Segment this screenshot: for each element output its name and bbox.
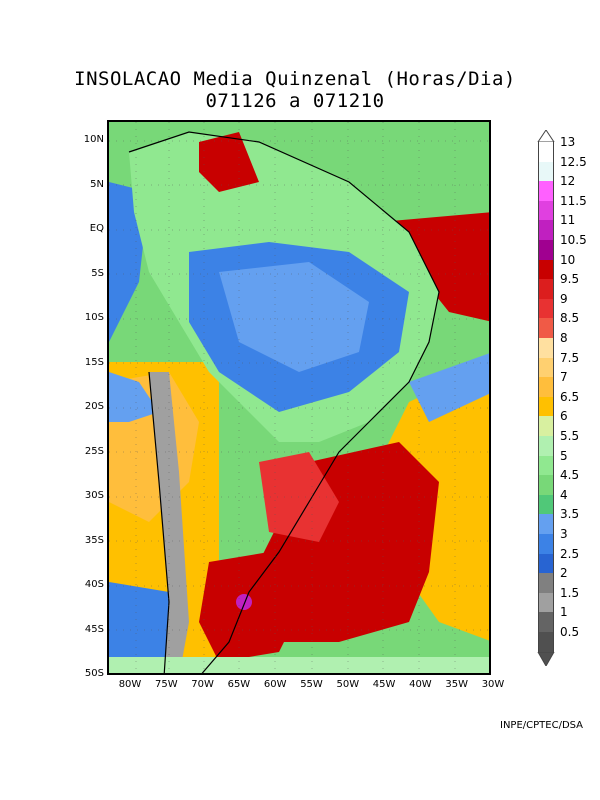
legend-color-box bbox=[538, 592, 554, 613]
legend-color-box bbox=[538, 632, 554, 652]
legend-value-label: 1 bbox=[560, 605, 568, 620]
legend-color-box bbox=[538, 475, 554, 495]
latitude-tick-label: 5N bbox=[90, 178, 104, 190]
legend-color-box bbox=[538, 220, 554, 240]
south-strip bbox=[109, 657, 489, 673]
longitude-tick-label: 30W bbox=[481, 679, 505, 690]
atlantic-cloud-band bbox=[409, 353, 489, 422]
longitude-tick-label: 65W bbox=[227, 679, 251, 690]
longitude-tick-label: 45W bbox=[372, 679, 396, 690]
legend-color-box bbox=[538, 436, 554, 456]
legend-value-label: 12 bbox=[560, 174, 576, 189]
legend-color-box bbox=[538, 553, 554, 574]
coastline bbox=[128, 131, 440, 673]
legend-value-label: 10.5 bbox=[560, 233, 587, 247]
legend-value-label: 3.5 bbox=[560, 507, 580, 522]
longitude-tick-label: 55W bbox=[300, 679, 323, 690]
legend-color-box bbox=[538, 259, 554, 280]
legend-value-label: 9 bbox=[560, 291, 568, 306]
legend-value-label: 8 bbox=[560, 331, 568, 345]
legend-color-box bbox=[538, 494, 554, 515]
longitude-tick-label: 60W bbox=[263, 679, 287, 690]
legend-color-box bbox=[538, 377, 554, 397]
legend-color-box bbox=[538, 181, 554, 201]
legend-color-box bbox=[538, 534, 554, 554]
legend-value-label: 3 bbox=[560, 527, 568, 541]
map-title: INSOLACAO Media Quinzenal (Horas/Dia) bbox=[74, 68, 516, 90]
north-coast-sunny bbox=[199, 132, 259, 192]
latitude-tick-label: 45S bbox=[84, 623, 104, 635]
legend-value-label: 10 bbox=[560, 252, 576, 267]
legend-color-box bbox=[538, 142, 554, 162]
latitude-tick-label: 20S bbox=[84, 401, 104, 412]
legend-value-label: 2.5 bbox=[560, 546, 580, 561]
legend-value-label: 13 bbox=[560, 135, 576, 149]
legend-value-label: 7.5 bbox=[560, 350, 580, 365]
legend-value-label: 5.5 bbox=[560, 429, 580, 443]
legend-value-label: 11.5 bbox=[560, 193, 587, 208]
legend-value-label: 8.5 bbox=[560, 311, 580, 326]
legend-color-box bbox=[538, 298, 554, 319]
legend-color-box bbox=[538, 514, 554, 534]
latitude-tick-label: 50S bbox=[84, 668, 104, 679]
latitude-tick-label: 40S bbox=[84, 579, 104, 590]
map-date-range: 071126 a 071210 bbox=[205, 90, 385, 112]
legend-value-label: 7 bbox=[560, 370, 568, 385]
patagonia-sunny bbox=[199, 552, 309, 662]
legend-value-label: 9.5 bbox=[560, 272, 580, 287]
max-insolation-spot bbox=[236, 594, 252, 610]
legend-value-label: 0.5 bbox=[560, 625, 580, 639]
central-cloud-region bbox=[219, 262, 369, 372]
credit-label: INPE/CPTEC/DSA bbox=[500, 720, 584, 731]
legend-top-arrow bbox=[537, 130, 555, 142]
longitude-tick-label: 40W bbox=[409, 679, 432, 690]
legend-color-box bbox=[538, 279, 554, 299]
legend-value-label: 2 bbox=[560, 566, 568, 581]
pacific-cloud-south bbox=[109, 582, 179, 673]
longitude-tick-label: 80W bbox=[118, 679, 142, 690]
longitude-tick-label: 75W bbox=[154, 679, 178, 690]
legend-value-label: 4.5 bbox=[560, 468, 580, 483]
longitude-tick-label: 35W bbox=[445, 679, 468, 690]
legend-value-label: 11 bbox=[560, 213, 576, 228]
legend-value-label: 5 bbox=[560, 448, 568, 463]
legend-color-box bbox=[538, 318, 554, 338]
legend-color-box bbox=[538, 416, 554, 436]
legend-value-label: 1.5 bbox=[560, 585, 580, 600]
legend-color-box bbox=[538, 357, 554, 378]
legend-color-box bbox=[538, 240, 554, 260]
legend-color-box bbox=[538, 396, 554, 417]
latitude-tick-label: 10S bbox=[84, 312, 104, 323]
legend-color-box bbox=[538, 200, 554, 221]
legend-value-label: 12.5 bbox=[560, 154, 587, 169]
map-canvas bbox=[109, 122, 489, 673]
legend-color-box bbox=[538, 612, 554, 632]
legend-bottom-arrow bbox=[537, 651, 555, 666]
latitude-tick-label: 10N bbox=[83, 134, 104, 145]
pacific-cloud-mid bbox=[109, 372, 159, 422]
longitude-tick-label: 70W bbox=[191, 679, 214, 690]
latitude-tick-label: 15S bbox=[84, 356, 104, 368]
latitude-tick-label: 5S bbox=[91, 267, 104, 279]
legend-value-label: 6.5 bbox=[560, 389, 580, 404]
longitude-tick-label: 50W bbox=[336, 679, 360, 690]
latitude-tick-label: 25S bbox=[84, 445, 104, 457]
legend-color-box bbox=[538, 573, 554, 593]
legend-value-label: 6 bbox=[560, 409, 568, 424]
legend-color-box bbox=[538, 338, 554, 358]
graticule bbox=[109, 122, 489, 673]
latitude-tick-label: EQ bbox=[89, 223, 104, 234]
legend-color-box bbox=[538, 161, 554, 182]
legend-value-label: 4 bbox=[560, 487, 568, 502]
andes-cloud-strip bbox=[149, 372, 189, 673]
latitude-tick-label: 30S bbox=[84, 490, 104, 501]
latitude-tick-label: 35S bbox=[84, 534, 104, 546]
insolation-map bbox=[107, 120, 491, 675]
legend-color-box bbox=[538, 455, 554, 476]
